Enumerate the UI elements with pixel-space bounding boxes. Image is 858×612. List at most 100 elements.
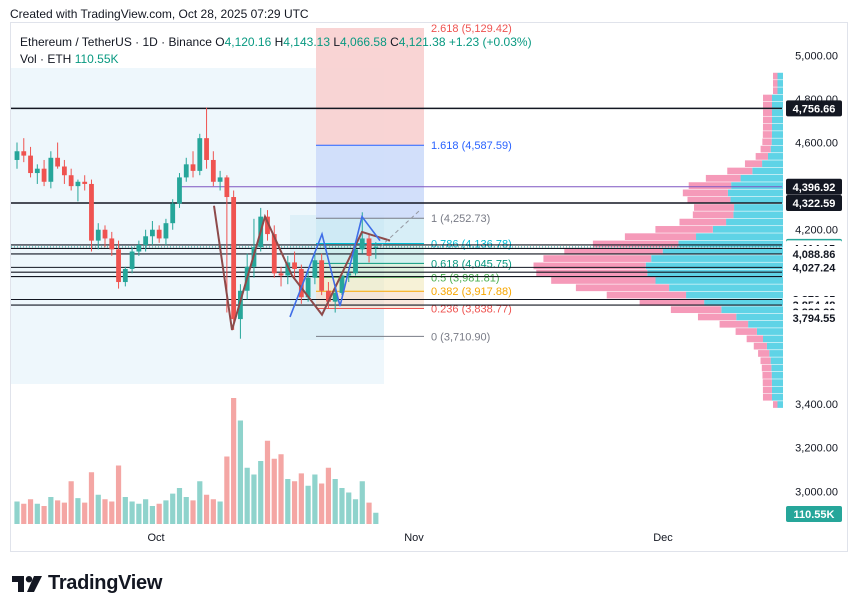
volume-bar (231, 398, 237, 524)
volume-profile-down (762, 371, 772, 379)
volume-profile-down (692, 211, 734, 219)
volume-profile-down (762, 94, 772, 102)
volume-profile-up (771, 131, 783, 138)
candle-body (353, 249, 358, 274)
volume-bar (88, 472, 95, 524)
volume-profile-up (771, 94, 783, 102)
volume-profile-up (767, 153, 783, 160)
candle-body (143, 236, 149, 245)
volume-profile-down (687, 196, 731, 204)
volume-label-bg (786, 506, 842, 522)
candle-body (41, 168, 47, 182)
fib-level-label: 2.618 (5,129.42) (431, 23, 512, 35)
tradingview-logo-text: TradingView (48, 572, 163, 594)
horizontal-levels (11, 107, 782, 306)
volume-profile-up (669, 284, 783, 292)
volume-bar (291, 481, 298, 524)
volume-profile-up (752, 167, 783, 175)
low-label: L (333, 35, 341, 49)
price-label-bg (786, 245, 842, 262)
volume-bar (102, 499, 108, 524)
price-label-bg (786, 310, 842, 327)
volume-profile-down (655, 226, 713, 233)
volume-profile-up (734, 204, 783, 211)
volume-profile-down (670, 306, 722, 314)
fib-level-label: 0.236 (3,838.77) (431, 303, 512, 315)
volume-profile-up (647, 269, 783, 277)
volume-profile-down (746, 335, 764, 343)
volume-bar (95, 494, 101, 524)
candle-body (285, 262, 291, 276)
price-label: 4,756.66 (793, 103, 836, 115)
candle-body (21, 151, 27, 156)
volume-profile-up (730, 196, 783, 204)
y-axis: 5,000.004,800.004,600.004,200.003,400.00… (786, 50, 842, 522)
price-label-bg (786, 178, 842, 195)
volume-bar (237, 420, 244, 524)
candle-body (109, 238, 115, 250)
volume-profile-up (770, 357, 783, 365)
candle-body (238, 290, 243, 320)
volume-profile-up (740, 174, 783, 182)
volume-profile-down (760, 357, 771, 365)
volume-profile-down (564, 247, 663, 255)
fib-level-label: 1.618 (4,587.59) (431, 140, 512, 152)
volume-bar (136, 503, 142, 524)
volume-profile-down (688, 182, 732, 189)
volume-label: Vol · ETH (20, 52, 72, 66)
price-label: 4,027.24 (793, 262, 837, 274)
candle-body (346, 273, 352, 276)
volume-bar (251, 474, 257, 524)
candle-body (298, 268, 304, 298)
change-value: +1.23 (+0.03%) (448, 35, 532, 49)
volume-profile-up (777, 401, 783, 408)
volume-profile-down (755, 153, 768, 160)
volume-bar (224, 456, 230, 524)
fib-level-label: 0.618 (4,045.75) (431, 258, 512, 270)
volume-bar (75, 498, 81, 524)
tradingview-logo-icon (12, 575, 42, 592)
candle-body (48, 157, 54, 182)
volume-profile-up (655, 277, 783, 284)
candle-body (265, 216, 270, 235)
volume-profile-up (712, 226, 783, 233)
volume-profile-up (645, 262, 783, 270)
candle-body (183, 164, 189, 178)
candle-body (55, 157, 61, 167)
volume-profile-down (758, 350, 770, 357)
candle-body (231, 197, 237, 320)
volume-profile-up (721, 306, 783, 314)
close-label: C (390, 35, 399, 49)
volume-profile-up (777, 87, 783, 95)
volume-profile-down (762, 109, 772, 116)
volume-profile-up (771, 379, 783, 386)
candle-body (136, 244, 142, 252)
volume-profile-up (762, 160, 783, 168)
volume-profile-down (533, 262, 646, 270)
volume-bar (55, 500, 61, 524)
candle-body (326, 290, 331, 302)
candle-body (34, 168, 40, 174)
candle-body (319, 260, 325, 291)
fib-level-label: 1 (4,252.73) (431, 213, 490, 225)
volume-profile-up (766, 342, 783, 350)
candle-body (61, 166, 67, 176)
volume-profile-down (639, 299, 705, 306)
volume-bar (373, 512, 379, 524)
volume-profile-up (771, 386, 783, 394)
fib-zone-upper (316, 28, 424, 146)
candle-body (122, 268, 128, 283)
volume-bar (190, 500, 196, 524)
candle-body (366, 238, 372, 256)
pattern-drawings (213, 205, 421, 331)
price-label: 4,088.86 (793, 249, 836, 261)
candle-body (312, 260, 318, 278)
volume-bar (298, 473, 304, 524)
volume-bar (48, 497, 54, 524)
volume-bar (129, 501, 135, 524)
volume-profile-down (697, 313, 737, 321)
volume-profile-down (727, 167, 753, 175)
volume-profile-down (705, 174, 741, 182)
tradingview-logo[interactable]: TradingView (12, 572, 162, 595)
